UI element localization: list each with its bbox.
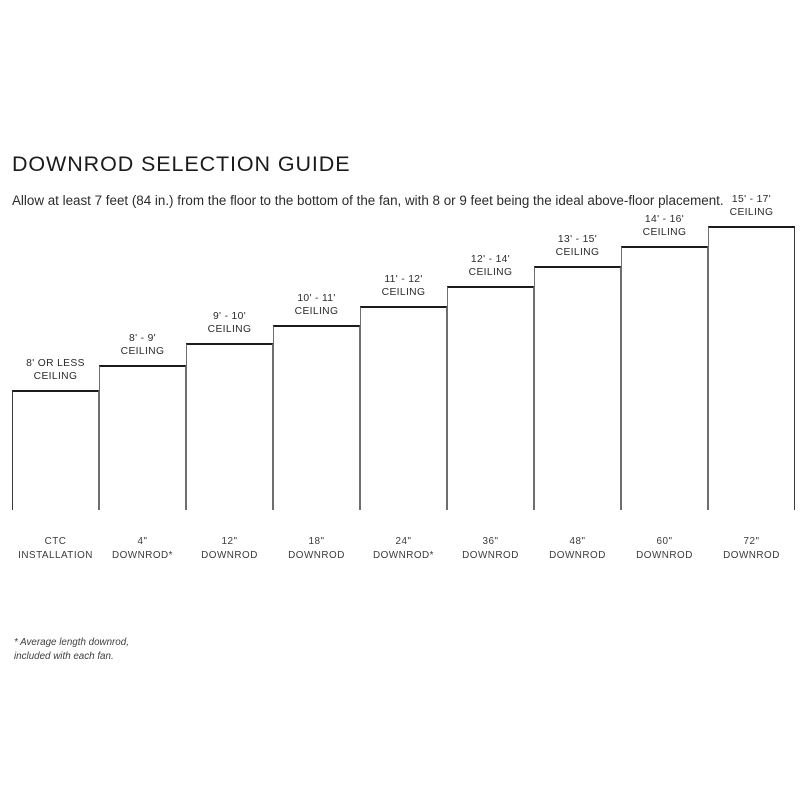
downrod-column[interactable]: 10' - 11' CEILING 18" DOWNROD — [273, 210, 360, 570]
downrod-length-label: 72" DOWNROD — [723, 535, 780, 562]
downrod-length-label: 24" DOWNROD* — [373, 535, 434, 562]
fan-illustration-wrapper — [534, 266, 621, 510]
fan-illustration-wrapper — [12, 390, 99, 510]
downrod-word: DOWNROD — [288, 549, 345, 561]
downrod-size: CTC — [44, 536, 67, 548]
downrod-word: INSTALLATION — [18, 549, 93, 561]
downrod-length-label: 48" DOWNROD — [549, 535, 606, 562]
downrod-size: 60" — [656, 536, 673, 548]
footnote-text: * Average length downrod, included with e… — [14, 636, 129, 664]
downrod-chart: 8' OR LESS CEILING CTC INSTALLATION 8' - 9'… — [0, 194, 800, 570]
ceiling-word: CEILING — [294, 306, 339, 318]
ceiling-room-box — [360, 306, 447, 510]
ceiling-word: CEILING — [207, 324, 252, 336]
ceiling-fan-illustration — [621, 246, 708, 248]
ceiling-room-box — [447, 286, 534, 510]
downrod-length-label: 18" DOWNROD — [288, 535, 345, 562]
ceiling-room-box — [12, 390, 99, 510]
ceiling-word: CEILING — [33, 371, 78, 383]
downrod-size: 36" — [482, 536, 499, 548]
downrod-word: DOWNROD — [723, 549, 780, 561]
ceiling-height-label: 15' - 17' CEILING — [730, 193, 774, 220]
ceiling-word: CEILING — [120, 346, 165, 358]
ceiling-height-label: 11' - 12' CEILING — [382, 273, 426, 300]
downrod-column[interactable]: 12' - 14' CEILING 36" DOWNROD — [447, 210, 534, 570]
ceiling-room-box — [708, 226, 795, 510]
ceiling-fan-illustration — [708, 226, 795, 228]
downrod-word: DOWNROD — [636, 549, 693, 561]
ceiling-height-label: 14' - 16' CEILING — [643, 213, 687, 240]
ceiling-height-label: 13' - 15' CEILING — [556, 233, 600, 260]
ceiling-fan-illustration — [273, 325, 360, 327]
downrod-length-label: CTC INSTALLATION — [18, 535, 93, 562]
downrod-size: 4" — [137, 536, 148, 548]
downrod-size: 72" — [743, 536, 760, 548]
downrod-word: DOWNROD — [549, 549, 606, 561]
fan-illustration-wrapper — [273, 325, 360, 510]
ceiling-height-label: 8' - 9' CEILING — [121, 332, 165, 359]
ceiling-fan-illustration — [186, 343, 273, 345]
footnote-line: included with each fan. — [14, 651, 114, 662]
ceiling-word: CEILING — [729, 207, 774, 219]
footnote-line: * Average length downrod, — [14, 637, 129, 648]
ceiling-height-range: 9' - 10' — [212, 310, 247, 322]
ceiling-fan-illustration — [534, 266, 621, 268]
downrod-column[interactable]: 9' - 10' CEILING 12" DOWNROD — [186, 210, 273, 570]
ceiling-height-range: 12' - 14' — [470, 253, 511, 265]
ceiling-fan-illustration — [99, 365, 186, 367]
downrod-word: DOWNROD — [462, 549, 519, 561]
fan-illustration-wrapper — [99, 365, 186, 510]
fan-illustration-wrapper — [621, 246, 708, 510]
downrod-size: 12" — [221, 536, 238, 548]
ceiling-room-box — [621, 246, 708, 510]
downrod-size: 48" — [569, 536, 586, 548]
downrod-length-label: 60" DOWNROD — [636, 535, 693, 562]
ceiling-height-label: 8' OR LESS CEILING — [26, 357, 85, 384]
ceiling-word: CEILING — [381, 287, 426, 299]
page-title: DOWNROD SELECTION GUIDE — [12, 152, 351, 177]
ceiling-word: CEILING — [642, 227, 687, 239]
ceiling-height-label: 12' - 14' CEILING — [469, 253, 513, 280]
downrod-column[interactable]: 8' - 9' CEILING 4" DOWNROD* — [99, 210, 186, 570]
downrod-word: DOWNROD* — [372, 549, 435, 561]
ceiling-height-range: 8' - 9' — [129, 332, 156, 344]
fan-illustration-wrapper — [447, 286, 534, 510]
fan-illustration-wrapper — [360, 306, 447, 510]
downrod-column[interactable]: 13' - 15' CEILING 48" DOWNROD — [534, 210, 621, 570]
fan-illustration-wrapper — [186, 343, 273, 510]
ceiling-fan-illustration — [12, 390, 99, 392]
downrod-column[interactable]: 8' OR LESS CEILING CTC INSTALLATION — [12, 210, 99, 570]
fan-illustration-wrapper — [708, 226, 795, 510]
downrod-column[interactable]: 14' - 16' CEILING 60" DOWNROD — [621, 210, 708, 570]
ceiling-room-box — [273, 325, 360, 510]
downrod-column[interactable]: 11' - 12' CEILING 24" DOWNROD* — [360, 210, 447, 570]
ceiling-height-range: 14' - 16' — [644, 213, 685, 225]
ceiling-height-range: 10' - 11' — [297, 292, 336, 304]
ceiling-fan-illustration — [447, 286, 534, 288]
ceiling-height-range: 15' - 17' — [731, 193, 772, 205]
downrod-column[interactable]: 15' - 17' CEILING 72" DOWNROD — [708, 194, 795, 570]
downrod-size: 24" — [395, 536, 412, 548]
ceiling-height-label: 9' - 10' CEILING — [208, 310, 252, 337]
downrod-length-label: 12" DOWNROD — [201, 535, 258, 562]
ceiling-height-range: 8' OR LESS — [26, 357, 85, 369]
downrod-size: 18" — [308, 536, 325, 548]
downrod-word: DOWNROD — [201, 549, 258, 561]
ceiling-height-range: 11' - 12' — [384, 273, 423, 285]
downrod-word: DOWNROD* — [111, 549, 174, 561]
ceiling-height-label: 10' - 11' CEILING — [295, 292, 339, 319]
ceiling-room-box — [99, 365, 186, 510]
ceiling-word: CEILING — [468, 267, 513, 279]
downrod-length-label: 36" DOWNROD — [462, 535, 519, 562]
page-subtitle: Allow at least 7 feet (84 in.) from the … — [12, 193, 724, 209]
downrod-length-label: 4" DOWNROD* — [112, 535, 173, 562]
ceiling-room-box — [186, 343, 273, 510]
ceiling-word: CEILING — [555, 247, 600, 259]
ceiling-room-box — [534, 266, 621, 510]
ceiling-height-range: 13' - 15' — [557, 233, 598, 245]
ceiling-fan-illustration — [360, 306, 447, 308]
